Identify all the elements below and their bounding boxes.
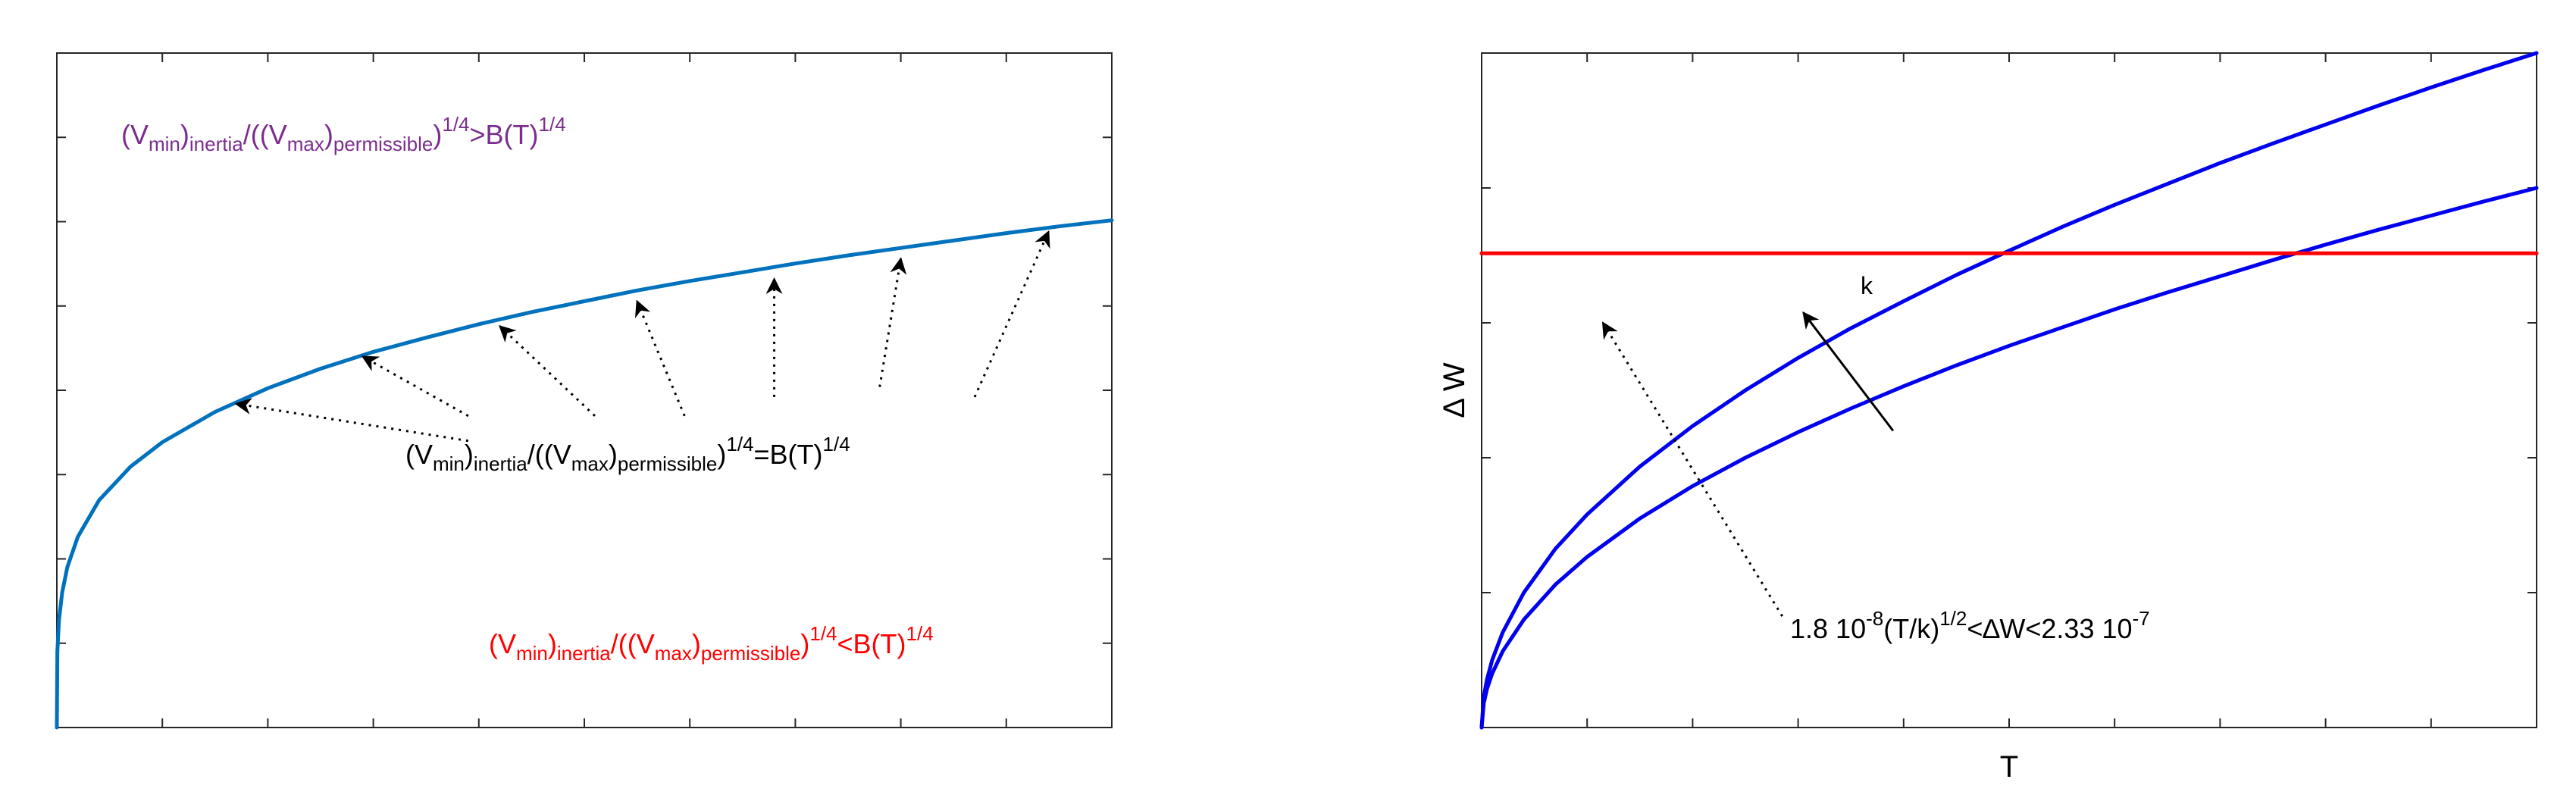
annotation-text-part: -8	[1866, 607, 1883, 630]
annotation-text-part: /((V	[243, 119, 287, 150]
annotation-text-part: =B(T)	[754, 439, 823, 470]
left-dotted-arrow	[635, 299, 686, 417]
annotation-text-part: (T/k)	[1883, 613, 1939, 644]
annotation-text-part: <B(T)	[837, 628, 906, 659]
annotation-text-part: 1/4	[906, 622, 934, 645]
right-x-axis-label: T	[2000, 750, 2018, 784]
left-series-0-line	[55, 218, 1114, 730]
left-chart: (Vmin)inertia/((Vmax)permissible)1/4>B(T…	[55, 52, 1114, 730]
left-annotation-lower-region: (Vmin)inertia/((Vmax)permissible)1/4<B(T…	[489, 622, 934, 665]
left-dotted-arrow	[234, 398, 469, 443]
annotation-text-part: max	[655, 642, 692, 665]
annotation-text-part: min	[149, 133, 180, 155]
right-y-axis-label: Δ W	[1438, 362, 1471, 418]
right-axis-ticks	[1482, 53, 2537, 728]
right-series-1-line	[1479, 186, 2539, 730]
annotation-text-part: permissible	[618, 452, 718, 475]
left-arrows-group	[234, 230, 1050, 443]
annotation-text-part: )	[433, 119, 442, 150]
right-annotation-inequality: 1.8 10-8(T/k)1/2<∆W<2.33 10-7	[1790, 607, 2150, 644]
annotation-text-part: )	[548, 628, 557, 659]
right-solid-arrow	[1802, 311, 1895, 432]
annotation-text-part: (V	[121, 119, 149, 150]
right-series-0-line	[1479, 51, 2539, 730]
annotation-text-part: max	[287, 133, 324, 155]
annotation-text-part: 1/4	[726, 433, 753, 455]
annotation-text-part: 1/4	[539, 113, 566, 136]
left-annotation-boundary-curve: (Vmin)inertia/((Vmax)permissible)1/4=B(T…	[405, 433, 850, 475]
annotation-text-part: <∆W<2.33 10	[1967, 613, 2132, 644]
k-label: k	[1861, 272, 1873, 299]
annotation-text-part: -7	[2133, 607, 2150, 630]
annotation-text-part: >B(T)	[470, 119, 539, 150]
left-dotted-arrow	[499, 324, 596, 417]
left-series-group	[55, 218, 1114, 730]
annotation-text-part: /((V	[527, 439, 571, 470]
annotation-text-part: /((V	[611, 628, 655, 659]
left-annotation-upper-region: (Vmin)inertia/((Vmax)permissible)1/4>B(T…	[121, 113, 566, 155]
annotation-text-part: 1.8 10	[1790, 613, 1866, 644]
left-dotted-arrow	[973, 230, 1050, 398]
left-dotted-arrow	[878, 257, 907, 387]
annotation-text-part: inertia	[557, 642, 611, 665]
annotation-text-part: min	[516, 642, 548, 665]
annotation-text-part: )	[609, 439, 618, 470]
annotation-text-part: )	[324, 119, 333, 150]
annotation-text-part: (V	[489, 628, 516, 659]
annotation-text-part: max	[571, 452, 609, 475]
annotation-text-part: 1/4	[809, 622, 837, 645]
annotation-text-part: 1/2	[1939, 607, 1967, 630]
annotation-text-part: )	[692, 628, 701, 659]
annotation-text-part: inertia	[189, 133, 243, 155]
left-dotted-arrow	[361, 355, 469, 418]
annotation-text-part: inertia	[474, 452, 527, 475]
annotation-text-part: )	[180, 119, 189, 150]
annotation-text-part: )	[465, 439, 474, 470]
annotation-text-part: permissible	[701, 642, 801, 665]
annotation-text-part: )	[800, 628, 809, 659]
annotation-text-part: )	[717, 439, 726, 470]
right-chart: k 1.8 10-8(T/k)1/2<∆W<2.33 10-7 T Δ W	[1438, 51, 2539, 784]
annotation-text-part: permissible	[333, 133, 434, 155]
right-arrows-group	[1601, 311, 1895, 617]
annotation-text-part: 1/4	[823, 433, 850, 455]
annotation-text-part: 1/4	[442, 113, 469, 136]
annotation-text-part: min	[433, 452, 465, 475]
right-series-group	[1479, 51, 2539, 730]
annotation-text-part: (V	[405, 439, 433, 470]
right-dotted-arrow	[1601, 321, 1783, 617]
